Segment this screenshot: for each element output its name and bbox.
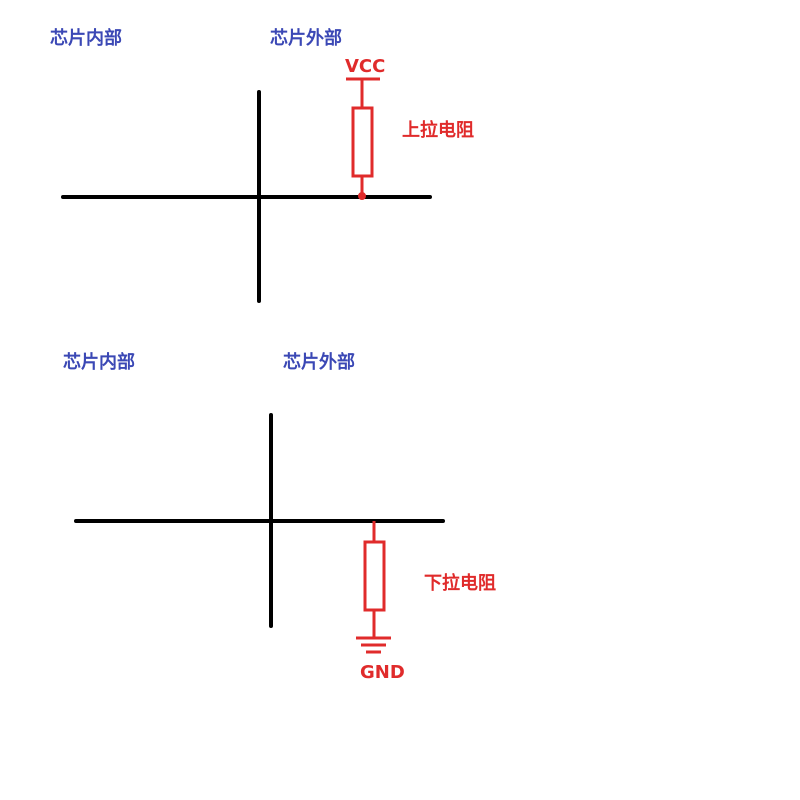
pull-up-resistor <box>346 77 380 200</box>
pull-down-resistor <box>356 521 391 654</box>
pull-down-resistor-label: 下拉电阻 <box>424 573 496 594</box>
pull-down-circuit <box>74 413 445 654</box>
pull-down-resistor-body <box>363 540 386 612</box>
vcc-label: VCC <box>345 56 386 77</box>
pull-up-circuit <box>61 77 432 303</box>
pull-down-inside-label: 芯片内部 <box>63 352 135 373</box>
pull-down-outside-label: 芯片外部 <box>283 352 355 373</box>
ground-icon <box>356 636 391 654</box>
pull-up-outside-label: 芯片外部 <box>270 28 342 49</box>
pull-up-resistor-body <box>351 106 374 178</box>
pull-up-resistor-label: 上拉电阻 <box>402 120 474 141</box>
pull-up-inside-label: 芯片内部 <box>50 28 122 49</box>
gnd-label: GND <box>360 662 405 683</box>
pull-up-junction-dot <box>358 192 366 200</box>
